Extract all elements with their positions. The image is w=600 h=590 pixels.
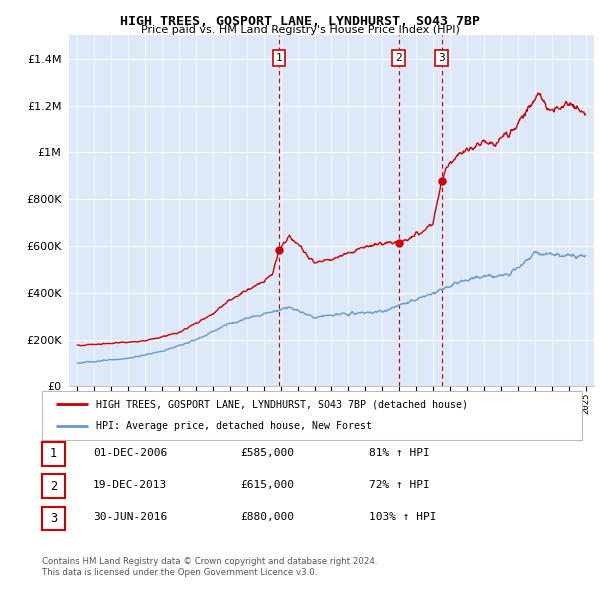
Text: £615,000: £615,000 bbox=[240, 480, 294, 490]
Text: 2: 2 bbox=[395, 53, 402, 63]
Text: Contains HM Land Registry data © Crown copyright and database right 2024.: Contains HM Land Registry data © Crown c… bbox=[42, 558, 377, 566]
Text: 3: 3 bbox=[50, 512, 57, 525]
Text: HIGH TREES, GOSPORT LANE, LYNDHURST, SO43 7BP: HIGH TREES, GOSPORT LANE, LYNDHURST, SO4… bbox=[120, 15, 480, 28]
Text: £880,000: £880,000 bbox=[240, 513, 294, 522]
Text: 72% ↑ HPI: 72% ↑ HPI bbox=[369, 480, 430, 490]
Text: £585,000: £585,000 bbox=[240, 448, 294, 457]
Text: 1: 1 bbox=[50, 447, 57, 460]
Text: 81% ↑ HPI: 81% ↑ HPI bbox=[369, 448, 430, 457]
Text: This data is licensed under the Open Government Licence v3.0.: This data is licensed under the Open Gov… bbox=[42, 568, 317, 577]
Text: 3: 3 bbox=[438, 53, 445, 63]
Text: Price paid vs. HM Land Registry's House Price Index (HPI): Price paid vs. HM Land Registry's House … bbox=[140, 25, 460, 35]
Text: 103% ↑ HPI: 103% ↑ HPI bbox=[369, 513, 437, 522]
Text: 2: 2 bbox=[50, 480, 57, 493]
Text: 1: 1 bbox=[276, 53, 283, 63]
Text: HIGH TREES, GOSPORT LANE, LYNDHURST, SO43 7BP (detached house): HIGH TREES, GOSPORT LANE, LYNDHURST, SO4… bbox=[96, 399, 468, 409]
Text: 30-JUN-2016: 30-JUN-2016 bbox=[93, 513, 167, 522]
Text: 19-DEC-2013: 19-DEC-2013 bbox=[93, 480, 167, 490]
Text: 01-DEC-2006: 01-DEC-2006 bbox=[93, 448, 167, 457]
Text: HPI: Average price, detached house, New Forest: HPI: Average price, detached house, New … bbox=[96, 421, 372, 431]
